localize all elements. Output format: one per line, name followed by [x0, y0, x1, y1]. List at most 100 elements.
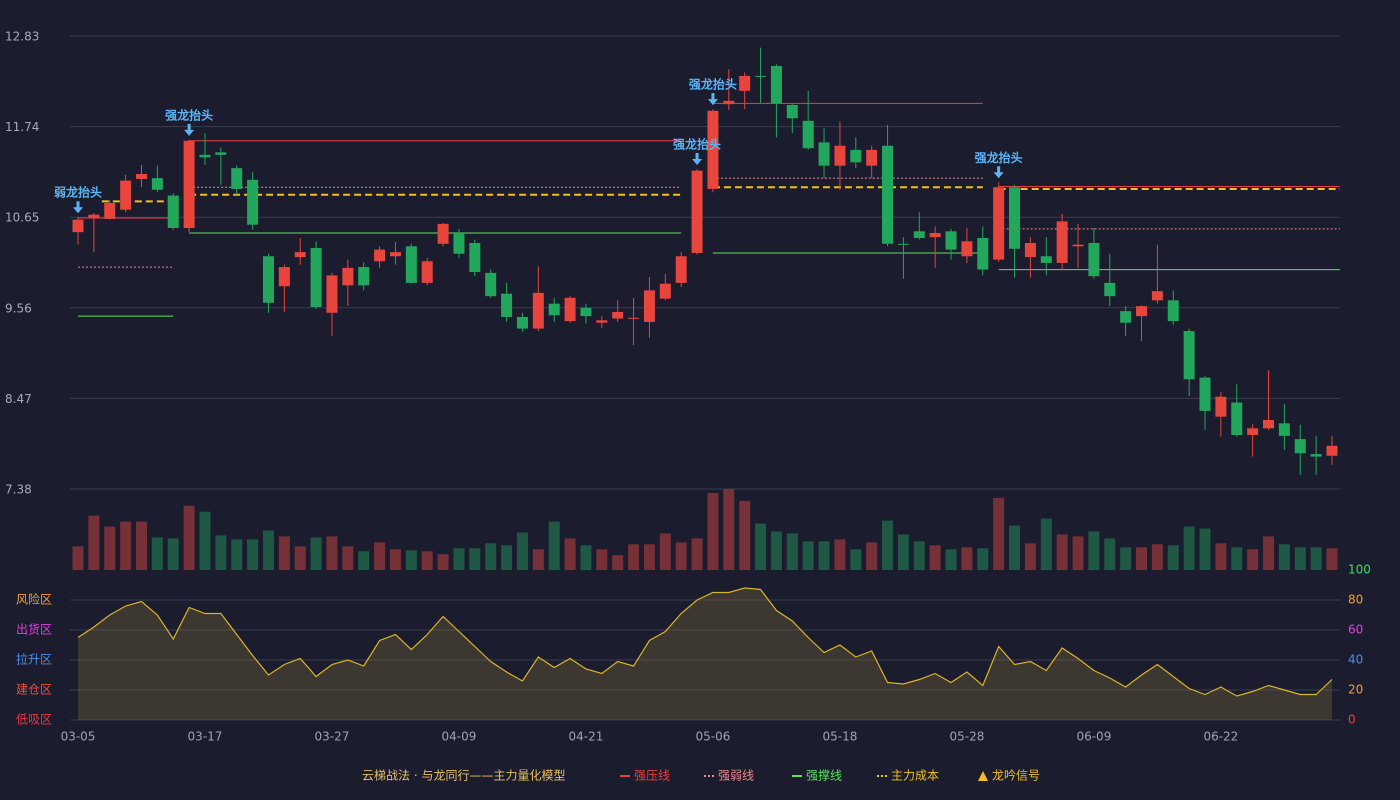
volume-bar — [628, 544, 640, 570]
volume-bar — [548, 521, 560, 570]
candle-body — [469, 242, 481, 273]
volume-bar — [818, 541, 830, 570]
zone-label: 出货区 — [16, 622, 52, 637]
volume-bar — [913, 541, 925, 570]
volume-bar — [1040, 518, 1052, 570]
candle-body — [691, 170, 703, 253]
volume-bar — [516, 532, 528, 570]
volume-bar — [1104, 538, 1116, 570]
candle-body — [1104, 282, 1116, 297]
signal-arrow — [993, 166, 1004, 179]
volume-bar — [1024, 543, 1036, 570]
volume-bar — [247, 539, 259, 570]
volume-bar — [929, 545, 941, 570]
candle-body — [723, 100, 735, 105]
signal-arrow — [73, 201, 83, 214]
legend-title: 云梯战法 · 与龙同行——主力量化模型 — [362, 769, 565, 783]
y2-tick-label: 60 — [1348, 623, 1363, 637]
candle-body — [485, 272, 497, 297]
y-tick-label: 9.56 — [5, 301, 32, 315]
volume-bar — [1136, 547, 1148, 570]
candle-body — [294, 252, 306, 258]
volume-bar — [358, 551, 370, 570]
volume-bar — [1183, 526, 1195, 570]
signal-arrow — [692, 152, 703, 165]
candle-body — [88, 214, 100, 219]
volume-bar — [1294, 547, 1306, 570]
candle-body — [659, 283, 671, 299]
signal-arrow — [707, 93, 718, 106]
volume-bar — [215, 535, 227, 570]
volume-bar — [342, 546, 354, 570]
volume-bar — [151, 537, 163, 570]
candle-body — [1167, 300, 1179, 322]
candle-body — [231, 168, 243, 189]
volume-bar — [1151, 544, 1163, 570]
volume-bar — [199, 511, 211, 570]
candle-body — [389, 252, 401, 257]
candle-body — [516, 316, 528, 329]
volume-bar — [405, 550, 417, 570]
candle-body — [104, 203, 116, 219]
volume-bar — [1072, 536, 1084, 570]
volume-bar — [310, 537, 322, 570]
signal-arrow — [184, 123, 195, 136]
candle-body — [199, 154, 211, 158]
candle-body — [755, 75, 767, 77]
candle-body — [342, 267, 354, 286]
zone-label: 建仓区 — [16, 683, 52, 697]
volume-bar — [135, 521, 147, 570]
volume-bar — [1310, 547, 1322, 570]
y2-tick-label: 0 — [1348, 713, 1356, 727]
volume-bar — [88, 515, 100, 570]
candle-body — [913, 231, 925, 238]
signal-label: 强龙抬头 — [975, 150, 1023, 165]
legend-marker — [978, 771, 988, 781]
volume-bar — [882, 520, 894, 570]
candle-body — [215, 152, 227, 155]
zone-label: 低吸区 — [16, 713, 52, 727]
candle-body — [532, 292, 544, 329]
candle-body — [739, 75, 751, 91]
volume-bar — [1120, 547, 1132, 570]
legend-label: 强撑线 — [806, 768, 842, 783]
volume-bar — [183, 505, 195, 570]
candle-body — [437, 223, 449, 244]
volume-bar — [1326, 548, 1338, 570]
candle-body — [834, 145, 846, 166]
y-tick-label: 11.74 — [5, 120, 39, 134]
x-tick-label: 03-27 — [315, 730, 350, 744]
candle-body — [374, 249, 386, 262]
legend-label: 强弱线 — [718, 769, 754, 783]
x-tick-label: 06-09 — [1076, 730, 1111, 744]
signal-label: 强龙抬头 — [689, 77, 737, 92]
volume-bar — [262, 530, 274, 570]
candle-body — [993, 187, 1005, 260]
volume-bar — [532, 549, 544, 570]
volume-bar — [374, 542, 386, 570]
legend-label: 龙吟信号 — [992, 768, 1040, 783]
volume-bar — [612, 555, 624, 570]
candle-body — [1326, 445, 1338, 456]
candle-body — [1199, 377, 1211, 411]
volume-bar — [421, 551, 433, 570]
candle-body — [1072, 244, 1084, 247]
zone-label: 拉升区 — [16, 652, 52, 667]
volume-bar — [739, 500, 751, 570]
candle-body — [151, 178, 163, 190]
signal-label: 强龙抬头 — [165, 107, 213, 122]
volume-bar — [596, 549, 608, 570]
candle-body — [850, 149, 862, 163]
candle-body — [1278, 423, 1290, 436]
volume-bar — [802, 541, 814, 570]
x-tick-label: 05-18 — [822, 730, 857, 744]
x-tick-label: 03-05 — [61, 730, 96, 744]
candle-body — [580, 307, 592, 317]
candle-body — [278, 267, 290, 287]
candle-body — [882, 145, 894, 244]
candle-body — [1120, 311, 1132, 323]
candle-body — [1310, 454, 1322, 457]
x-tick-label: 04-21 — [569, 730, 604, 744]
volume-bar — [389, 549, 401, 570]
